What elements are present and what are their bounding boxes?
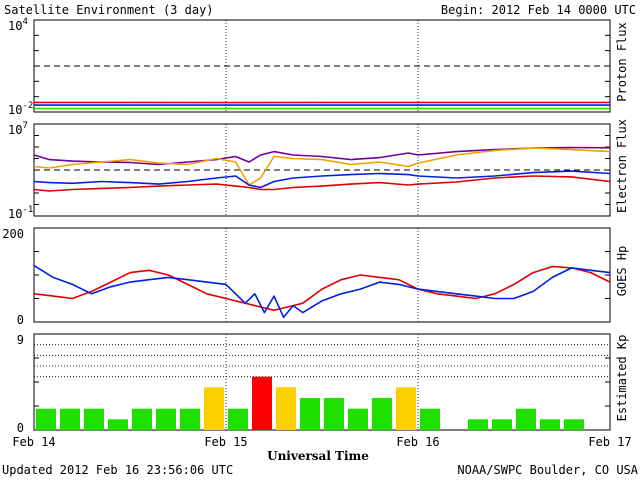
y-tick-exponent: -2 [22, 101, 33, 111]
kp-bar [492, 419, 512, 430]
kp-bar [396, 387, 416, 430]
panel-3: 200 0 GOES Hp [2, 227, 629, 327]
series-line-blue [33, 264, 611, 319]
y-tick-exponent: 7 [22, 121, 27, 131]
panel-frame [33, 19, 611, 113]
panel-ylabel: Estimated Kp [615, 335, 629, 422]
y-tick-label: 0 [17, 421, 24, 435]
series-line-blue [33, 170, 611, 189]
kp-bar [36, 408, 56, 430]
series-line-purple [33, 146, 611, 166]
chart-title: Satellite Environment (3 day) [4, 3, 214, 17]
kp-bar [180, 408, 200, 430]
x-tick-label: Feb 16 [396, 435, 439, 449]
y-tick-label: 10-2 [8, 101, 33, 117]
y-tick-exponent: -1 [22, 205, 33, 215]
kp-bar [540, 419, 560, 430]
y-tick-label: 9 [17, 333, 24, 347]
y-tick-base: 10 [8, 103, 22, 117]
series-line-red [33, 265, 611, 312]
kp-bar [564, 419, 584, 430]
kp-bar [348, 408, 368, 430]
panel-frame [33, 123, 611, 217]
panel-4: 9 0 Estimated Kp [17, 333, 629, 435]
credit-label: NOAA/SWPC Boulder, CO USA [457, 463, 638, 477]
y-tick-label: 200 [2, 227, 24, 241]
kp-bar [228, 408, 248, 430]
y-tick-label: 0 [17, 313, 24, 327]
x-tick-label: Feb 14 [12, 435, 55, 449]
panel-ylabel: Electron Flux [615, 119, 629, 213]
kp-bar [516, 408, 536, 430]
kp-bar [324, 398, 344, 430]
begin-label: Begin: 2012 Feb 14 0000 UTC [441, 3, 636, 17]
kp-bar [84, 408, 104, 430]
y-tick-base: 10 [8, 123, 22, 137]
kp-bar [204, 387, 224, 430]
kp-bar [108, 419, 128, 430]
y-tick-label: 10-1 [8, 205, 33, 221]
panel-frame [33, 227, 611, 323]
panel-ylabel: Proton Flux [615, 22, 629, 101]
kp-bar [300, 398, 320, 430]
y-tick-base: 10 [8, 19, 22, 33]
y-tick-label: 107 [8, 121, 28, 137]
y-tick-base: 10 [8, 207, 22, 221]
kp-bar [420, 408, 440, 430]
series-line-orange [33, 147, 611, 186]
x-tick-label: Feb 15 [204, 435, 247, 449]
y-tick-exponent: 4 [22, 17, 27, 27]
kp-bar [252, 376, 272, 430]
kp-bar [276, 387, 296, 430]
updated-label: Updated 2012 Feb 16 23:56:06 UTC [2, 463, 233, 477]
series-line-red [33, 175, 611, 192]
kp-bar [156, 408, 176, 430]
kp-bar [468, 419, 488, 430]
x-tick-label: Feb 17 [588, 435, 631, 449]
x-axis-label: Universal Time [267, 449, 369, 463]
kp-bar [60, 408, 80, 430]
panel-ylabel: GOES Hp [615, 246, 629, 297]
kp-bar [132, 408, 152, 430]
kp-bar [372, 398, 392, 430]
y-tick-label: 104 [8, 17, 28, 33]
